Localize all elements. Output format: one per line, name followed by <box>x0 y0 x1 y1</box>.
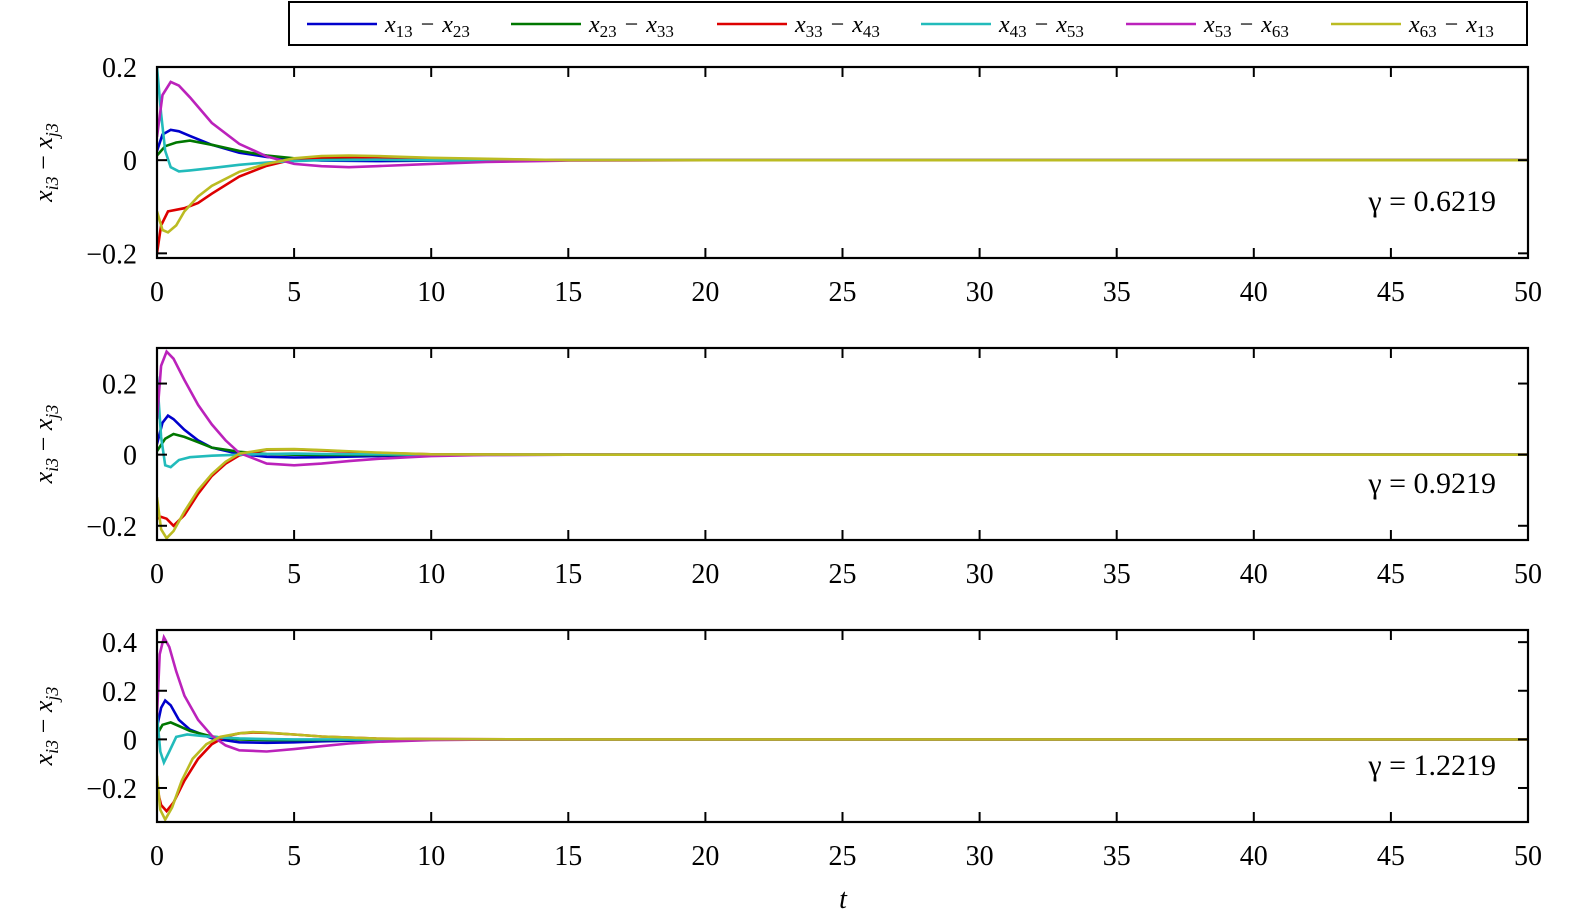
x-tick-label: 25 <box>829 841 857 872</box>
panel-2: 0 5 10 15 20 25 30 35 40 45 50 −0.2 0 0.2 xi3 − xj3 γ =… <box>29 346 1542 590</box>
legend-label-4: x43− x53 <box>998 12 1084 41</box>
legend-label-2: x23− x33 <box>588 12 674 41</box>
x-tick-label: 30 <box>966 841 994 872</box>
y-tick-label: 0 <box>123 725 137 756</box>
plot-frame <box>155 65 1530 260</box>
x-tick-label: 0 <box>150 559 164 590</box>
x-tick-label: 50 <box>1514 841 1542 872</box>
plot-frame <box>155 628 1530 824</box>
y-tick-label: 0.2 <box>102 677 137 708</box>
series-line-6-panel-2 <box>157 447 1528 540</box>
series-line-3-panel-3 <box>157 731 1528 814</box>
legend-label-1: x13− x23 <box>384 12 470 41</box>
x-tick-label: 35 <box>1103 277 1131 308</box>
series-line-5-panel-3 <box>157 633 1528 753</box>
x-tick-label: 45 <box>1377 277 1405 308</box>
x-tick-label: 40 <box>1240 277 1268 308</box>
series-line-5-panel-2 <box>157 349 1528 467</box>
panel-1: 0 5 10 15 20 25 30 35 40 45 50 −0.2 0 0.2 xi3 − xj3 γ =… <box>29 53 1542 308</box>
x-tick-label: 10 <box>417 559 445 590</box>
legend: x13− x23 x23− x33 x33− x43 x43− x53 x53− x63 x63− x… <box>288 1 1528 46</box>
gamma-annotation: γ = 0.9219 <box>1367 467 1496 500</box>
x-tick-label: 15 <box>554 559 582 590</box>
y-axis-label: xi3 − xj3 <box>29 405 62 485</box>
x-tick-label: 30 <box>966 559 994 590</box>
y-tick-label: −0.2 <box>86 512 137 543</box>
y-tick-label: 0.4 <box>102 628 137 659</box>
x-tick-label: 50 <box>1514 559 1542 590</box>
x-tick-label: 5 <box>287 559 301 590</box>
gamma-annotation: γ = 0.6219 <box>1367 185 1496 218</box>
x-tick-label: 15 <box>554 841 582 872</box>
y-axis-label: xi3 − xj3 <box>29 123 62 203</box>
y-tick-label: −0.2 <box>86 774 137 805</box>
x-tick-label: 45 <box>1377 559 1405 590</box>
series-line-1-panel-3 <box>157 698 1528 745</box>
x-tick-label: 20 <box>691 277 719 308</box>
y-tick-label: 0 <box>123 146 137 177</box>
gamma-annotation: γ = 1.2219 <box>1367 749 1496 782</box>
x-tick-label: 5 <box>287 841 301 872</box>
x-tick-label: 20 <box>691 559 719 590</box>
y-tick-label: 0 <box>123 441 137 472</box>
x-tick-label: 25 <box>829 277 857 308</box>
x-tick-label: 40 <box>1240 841 1268 872</box>
y-tick-label: 0.2 <box>102 370 137 401</box>
x-tick-label: 10 <box>417 841 445 872</box>
x-tick-label: 0 <box>150 841 164 872</box>
legend-box <box>288 1 1528 46</box>
x-tick-label: 35 <box>1103 841 1131 872</box>
series-line-3-panel-1 <box>157 155 1528 254</box>
legend-label-5: x53− x63 <box>1203 12 1289 41</box>
series-line-6-panel-3 <box>157 730 1528 822</box>
x-tick-label: 20 <box>691 841 719 872</box>
x-tick-label: 45 <box>1377 841 1405 872</box>
x-tick-label: 50 <box>1514 277 1542 308</box>
x-tick-label: 5 <box>287 277 301 308</box>
y-tick-label: 0.2 <box>102 53 137 84</box>
y-tick-label: −0.2 <box>86 239 137 270</box>
x-tick-label: 15 <box>554 277 582 308</box>
series-line-6-panel-1 <box>157 154 1528 234</box>
x-tick-label: 35 <box>1103 559 1131 590</box>
series-line-5-panel-1 <box>157 80 1528 169</box>
x-tick-label: 10 <box>417 277 445 308</box>
x-tick-label: 25 <box>829 559 857 590</box>
plot-frame <box>155 346 1530 542</box>
legend-label-3: x33− x43 <box>794 12 880 41</box>
x-axis-label: t <box>839 884 848 915</box>
y-axis-label: xi3 − xj3 <box>29 687 62 767</box>
x-tick-label: 30 <box>966 277 994 308</box>
x-tick-label: 40 <box>1240 559 1268 590</box>
x-tick-label: 0 <box>150 277 164 308</box>
legend-label-6: x63− x13 <box>1408 12 1494 41</box>
panel-3: 0 5 10 15 20 25 30 35 40 45 50 −0.2 0 0.2 0.4 xi3 − xj3… <box>29 628 1542 872</box>
